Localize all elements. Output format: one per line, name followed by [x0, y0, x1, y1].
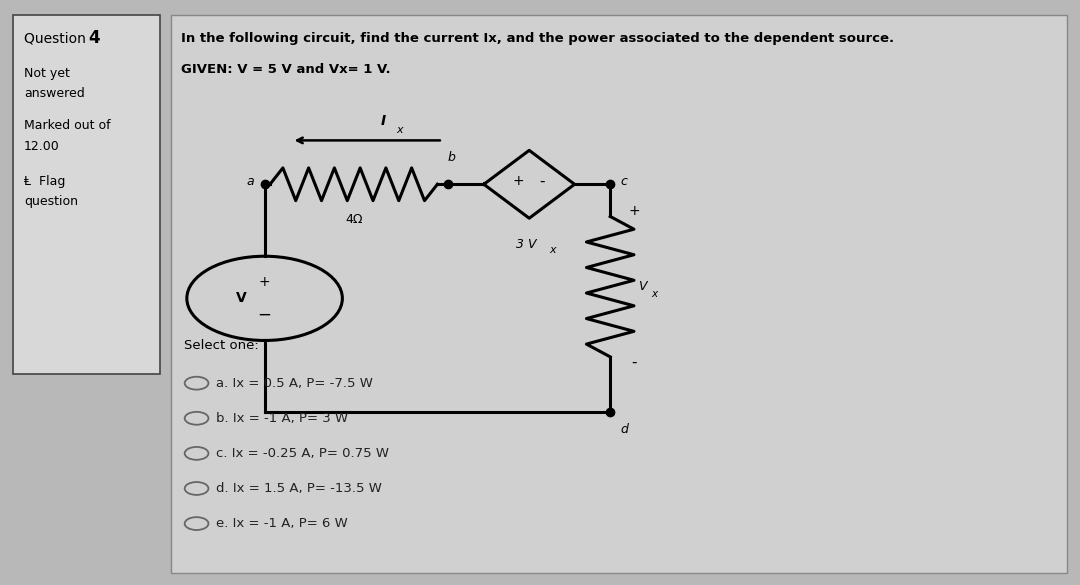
Text: a: a — [246, 175, 255, 188]
Text: +: + — [629, 204, 639, 218]
Text: 4: 4 — [89, 29, 100, 47]
Text: c. Ix = -0.25 A, P= 0.75 W: c. Ix = -0.25 A, P= 0.75 W — [216, 447, 389, 460]
Text: Marked out of: Marked out of — [24, 119, 110, 132]
FancyBboxPatch shape — [171, 15, 1067, 573]
Text: 12.00: 12.00 — [24, 140, 59, 153]
Text: In the following circuit, find the current Ix, and the power associated to the d: In the following circuit, find the curre… — [181, 32, 894, 44]
Text: x: x — [396, 125, 403, 135]
Text: e. Ix = -1 A, P= 6 W: e. Ix = -1 A, P= 6 W — [216, 517, 348, 530]
Text: x: x — [651, 288, 658, 299]
Text: answered: answered — [24, 87, 84, 100]
Text: b. Ix = -1 A, P= 3 W: b. Ix = -1 A, P= 3 W — [216, 412, 348, 425]
Text: V: V — [638, 280, 647, 293]
Text: 3 V: 3 V — [516, 238, 536, 251]
Text: GIVEN: V = 5 V and Vx= 1 V.: GIVEN: V = 5 V and Vx= 1 V. — [181, 63, 391, 75]
Text: question: question — [24, 195, 78, 208]
Text: Select one:: Select one: — [184, 339, 258, 352]
Text: +: + — [513, 174, 524, 188]
Text: I: I — [381, 113, 386, 128]
Text: -: - — [631, 355, 637, 370]
Text: Ⱡ  Flag: Ⱡ Flag — [24, 175, 65, 188]
Text: −: − — [258, 306, 271, 324]
Text: Question: Question — [24, 31, 90, 45]
Text: c: c — [621, 175, 627, 188]
FancyBboxPatch shape — [13, 15, 160, 374]
Text: +: + — [259, 275, 270, 289]
Text: d. Ix = 1.5 A, P= -13.5 W: d. Ix = 1.5 A, P= -13.5 W — [216, 482, 382, 495]
Text: Not yet: Not yet — [24, 67, 69, 80]
Text: d: d — [620, 424, 629, 436]
Text: a. Ix = 0.5 A, P= -7.5 W: a. Ix = 0.5 A, P= -7.5 W — [216, 377, 373, 390]
Text: x: x — [550, 245, 556, 256]
Text: V: V — [235, 291, 246, 305]
Text: -: - — [539, 174, 545, 189]
Text: b: b — [447, 152, 456, 164]
Text: 4Ω: 4Ω — [345, 213, 363, 226]
